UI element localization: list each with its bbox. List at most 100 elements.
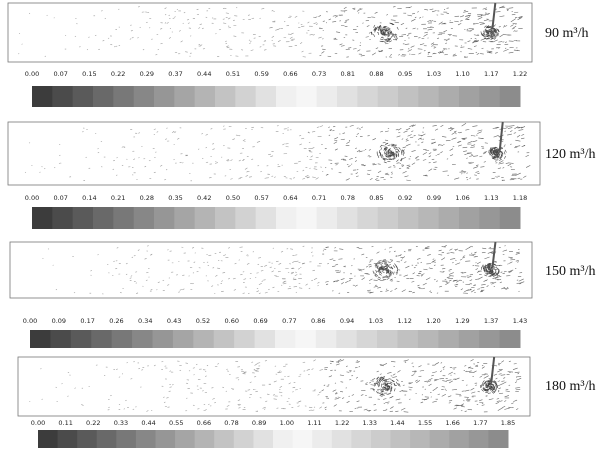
velocity-vector (505, 162, 510, 164)
velocity-vector (505, 287, 509, 290)
velocity-vector (486, 285, 489, 287)
velocity-vector (318, 15, 322, 17)
velocity-vector (428, 155, 432, 158)
velocity-vector (418, 272, 421, 275)
vortex-vector (395, 37, 398, 41)
colorbar-segment (133, 207, 155, 229)
velocity-vector (315, 177, 319, 180)
vortex-vector (484, 274, 488, 277)
velocity-vector (385, 288, 388, 290)
velocity-vector (473, 370, 477, 373)
velocity-vector (263, 49, 267, 51)
velocity-vector (412, 370, 417, 372)
velocity-vector (452, 262, 454, 264)
velocity-vector (519, 272, 523, 274)
velocity-vector (475, 384, 477, 386)
velocity-vector (405, 139, 409, 142)
vortex-vector (490, 31, 494, 34)
velocity-vector (177, 137, 180, 140)
vortex-vector (385, 275, 389, 278)
velocity-vector (373, 285, 378, 288)
velocity-vector (173, 159, 175, 161)
velocity-vector (246, 263, 250, 265)
velocity-vector (421, 275, 423, 277)
velocity-vector (422, 159, 427, 161)
colorbar-tick-label: 1.22 (513, 70, 527, 78)
velocity-vector (507, 269, 514, 273)
velocity-vector (290, 272, 294, 275)
velocity-vector (260, 270, 264, 272)
colorbar-tick-label: 0.28 (140, 194, 154, 202)
velocity-vector (499, 5, 505, 9)
velocity-vector (483, 151, 488, 153)
velocity-vector (449, 248, 453, 251)
velocity-vector (384, 130, 389, 133)
velocity-vector (406, 34, 410, 37)
velocity-vector (377, 163, 381, 165)
velocity-vector (223, 22, 227, 24)
velocity-vector (430, 26, 434, 28)
velocity-vector (313, 406, 316, 408)
velocity-vector (503, 34, 510, 36)
vortex-vector (388, 386, 390, 390)
velocity-vector (180, 40, 183, 43)
velocity-vector (478, 276, 483, 280)
velocity-vector (442, 267, 446, 270)
velocity-vector (469, 28, 475, 32)
velocity-vector (500, 374, 506, 376)
velocity-vector (133, 158, 136, 160)
velocity-vector (448, 371, 453, 375)
velocity-vector (515, 389, 521, 391)
vortex-vector (492, 29, 495, 33)
velocity-vector (155, 54, 158, 56)
velocity-vector (198, 27, 201, 29)
vortex-vector (384, 267, 388, 269)
velocity-vector (497, 167, 502, 170)
velocity-vector (319, 406, 322, 409)
colorbar-segment (488, 430, 509, 448)
velocity-vector (495, 126, 500, 129)
vortex-vector (483, 35, 487, 38)
velocity-vector (373, 382, 376, 385)
velocity-vector (475, 251, 477, 253)
velocity-vector (482, 152, 487, 155)
vortex-vector (381, 394, 385, 396)
velocity-vector (367, 155, 370, 157)
velocity-vector (150, 253, 153, 256)
vortex-vector (388, 30, 391, 33)
vortex-vector (491, 149, 494, 153)
velocity-vector (156, 131, 159, 133)
velocity-vector (67, 395, 69, 397)
colorbar-segment (72, 86, 94, 107)
velocity-vector (496, 383, 503, 387)
velocity-vector (335, 164, 338, 166)
velocity-vector (187, 22, 190, 24)
velocity-vector (382, 141, 386, 144)
vortex-vector (400, 150, 403, 154)
velocity-vector (411, 130, 414, 133)
velocity-vector (467, 275, 472, 278)
vortex-vector (386, 40, 390, 43)
vortex-vector (485, 270, 488, 273)
velocity-vector (275, 29, 279, 31)
colorbar-segment (377, 330, 398, 348)
velocity-vector (380, 279, 385, 282)
vortex-vector (391, 380, 395, 383)
vortex-vector (372, 388, 375, 392)
velocity-vector (488, 51, 492, 53)
velocity-vector (169, 386, 172, 388)
velocity-vector (451, 389, 457, 391)
velocity-vector (215, 274, 218, 277)
colorbar-tick-label: 0.78 (224, 419, 238, 427)
colorbar-tick-label: 0.85 (369, 194, 383, 202)
velocity-vector (431, 10, 437, 13)
velocity-vector (144, 165, 147, 168)
vortex-vector (378, 273, 382, 276)
colorbar-segment (459, 207, 480, 229)
colorbar-segment (438, 330, 460, 348)
velocity-vector (515, 387, 521, 389)
velocity-vector (97, 148, 99, 150)
velocity-vector (301, 25, 305, 27)
velocity-vector (368, 410, 371, 412)
